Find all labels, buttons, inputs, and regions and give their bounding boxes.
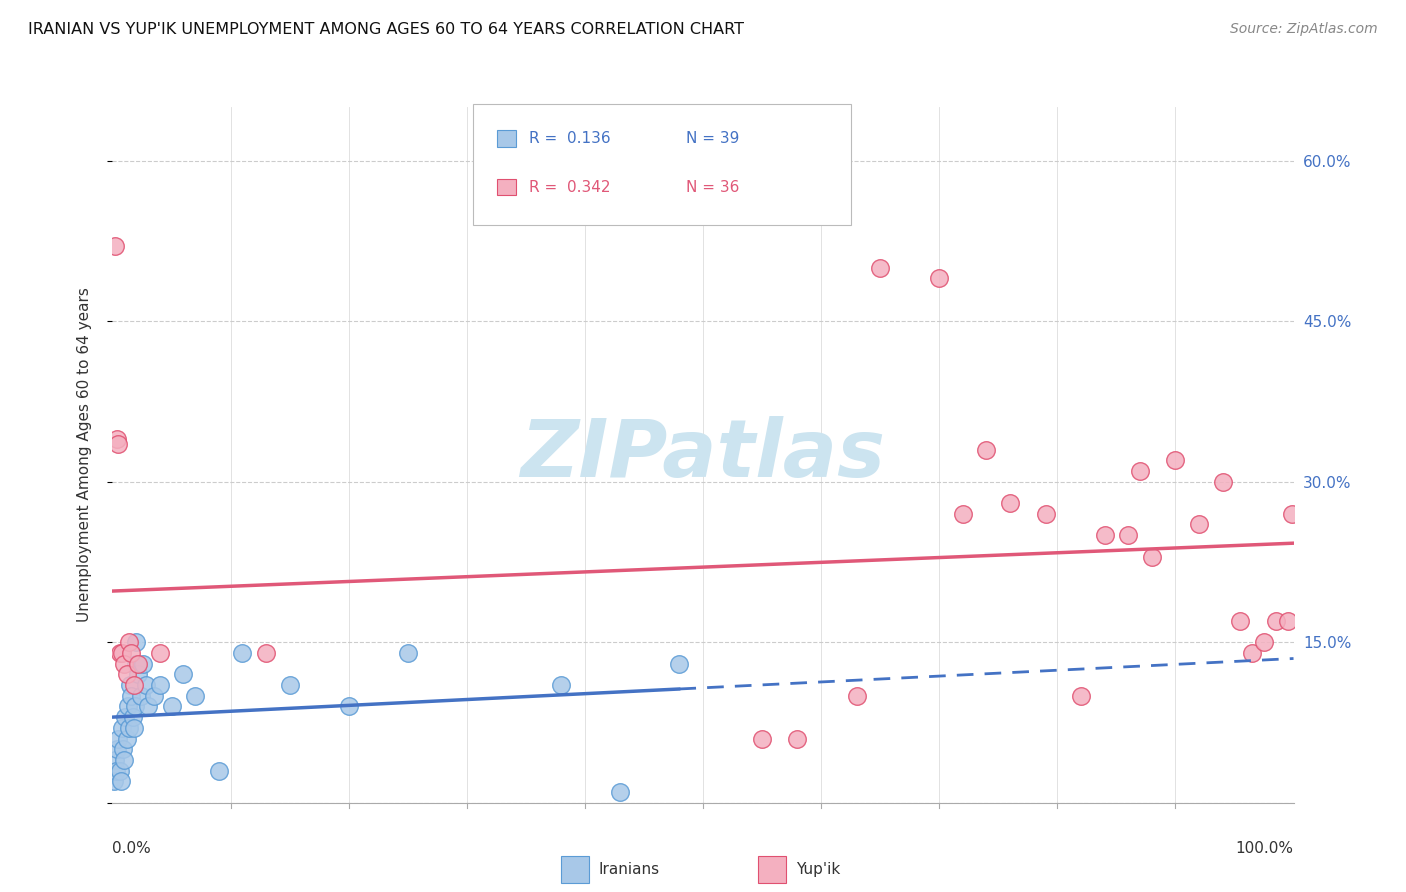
Point [111,646,134,660]
Point [122,678,145,692]
Point [105,432,128,446]
Point [1164,453,1187,467]
Point [105,764,128,778]
Point [1129,464,1152,478]
Point [231,646,253,660]
Point [149,646,172,660]
Point [112,657,135,671]
Point [120,678,142,692]
Text: 100.0%: 100.0% [1236,841,1294,856]
Point [110,774,132,789]
Point [845,689,868,703]
Point [107,437,129,451]
Point [135,678,157,692]
FancyBboxPatch shape [498,130,516,146]
Point [1035,507,1057,521]
Point [160,699,183,714]
Point [1094,528,1116,542]
Point [120,689,142,703]
Point [112,753,135,767]
Point [396,646,419,660]
Text: Yup'ik: Yup'ik [796,863,839,877]
Point [786,731,808,746]
Point [121,710,143,724]
Point [107,731,129,746]
Point [609,785,631,799]
Point [125,657,148,671]
Point [928,271,950,285]
Y-axis label: Unemployment Among Ages 60 to 64 years: Unemployment Among Ages 60 to 64 years [77,287,91,623]
FancyBboxPatch shape [472,103,851,226]
Point [1140,549,1163,564]
Text: R =  0.342: R = 0.342 [529,179,610,194]
Point [1070,689,1092,703]
Point [115,731,138,746]
Point [1264,614,1286,628]
Point [976,442,998,457]
Point [118,635,141,649]
Point [1241,646,1264,660]
Text: ZIPatlas: ZIPatlas [520,416,886,494]
Point [114,710,136,724]
Text: R =  0.136: R = 0.136 [529,131,612,146]
Point [1281,507,1303,521]
Point [118,721,141,735]
Point [1253,635,1275,649]
Point [550,678,572,692]
Point [254,646,277,660]
Point [1188,517,1211,532]
Point [998,496,1021,510]
Text: IRANIAN VS YUP'IK UNEMPLOYMENT AMONG AGES 60 TO 64 YEARS CORRELATION CHART: IRANIAN VS YUP'IK UNEMPLOYMENT AMONG AGE… [28,22,744,37]
Point [278,678,301,692]
Point [172,667,194,681]
Point [111,721,134,735]
Point [122,721,145,735]
Point [751,731,773,746]
Point [132,657,155,671]
Point [952,507,974,521]
Point [184,689,207,703]
Text: N = 39: N = 39 [686,131,740,146]
Point [125,635,148,649]
Point [108,764,131,778]
Point [104,239,127,253]
Point [1212,475,1234,489]
Point [149,678,172,692]
Point [108,646,131,660]
Point [124,699,146,714]
Point [104,753,127,767]
Point [105,742,128,756]
Point [103,774,125,789]
Point [127,657,149,671]
Point [1229,614,1251,628]
Text: Source: ZipAtlas.com: Source: ZipAtlas.com [1230,22,1378,37]
Point [869,260,891,275]
Point [1116,528,1139,542]
Point [337,699,360,714]
Point [142,689,165,703]
Point [117,699,139,714]
Point [1277,614,1299,628]
Text: Iranians: Iranians [599,863,659,877]
Point [129,689,152,703]
Point [208,764,231,778]
Point [112,742,135,756]
Text: N = 36: N = 36 [686,179,740,194]
Point [115,667,138,681]
Point [136,699,159,714]
Point [120,646,142,660]
Point [668,657,690,671]
FancyBboxPatch shape [498,178,516,195]
Point [127,667,149,681]
Text: 0.0%: 0.0% [112,841,152,856]
